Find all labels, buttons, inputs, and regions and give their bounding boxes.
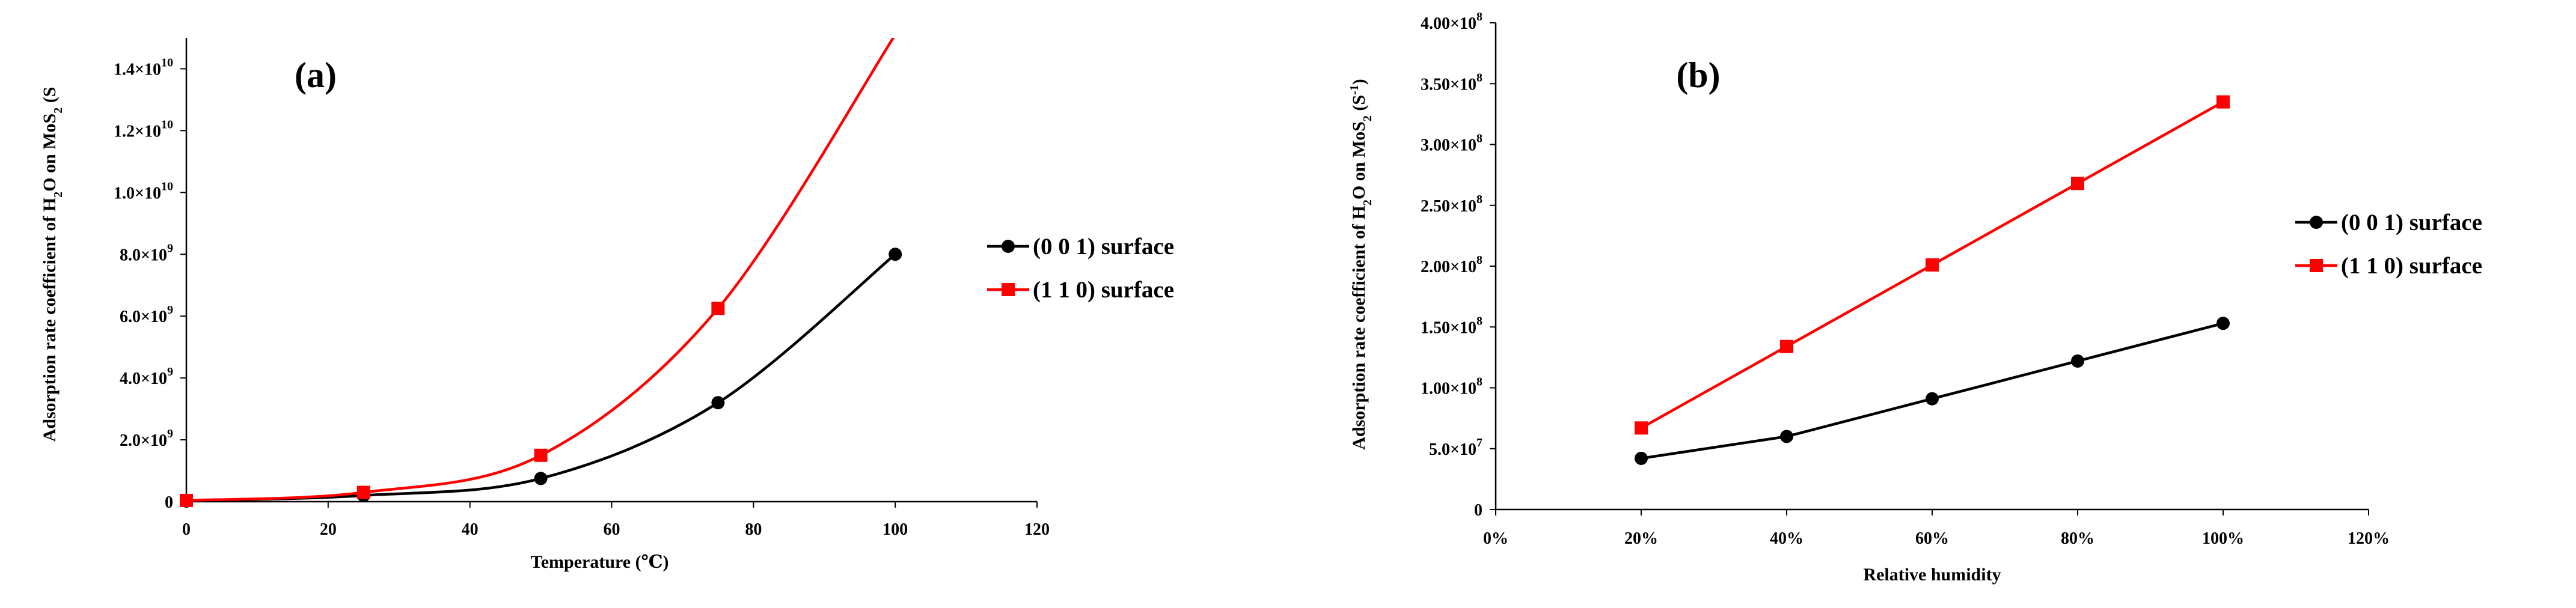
legend-item-0-0-1-surface: (0 0 1) surface [987,234,1174,260]
data-point [1926,258,1939,272]
series-line [186,253,896,503]
chart-panel-a: 0 20 40 60 80 100 120 0 2.0×109 4.0×109 6.0×109 8.0… [40,38,1174,572]
series-1-1-0-surface [180,38,895,507]
x-tick-label: 20% [1624,529,1658,548]
x-tick-label: 60 [604,520,620,539]
x-tick-label: 80 [745,520,762,539]
data-point [711,396,725,410]
y-tick-label: 1.0×1010 [114,180,173,202]
data-point [534,472,548,485]
data-point [711,302,725,315]
y-tick-label: 1.2×1010 [114,118,173,141]
x-tick-label: 20 [320,520,337,539]
legend-item-1-1-0-surface: (1 1 0) surface [987,277,1174,303]
y-tick-label: 3.50×108 [1421,71,1482,94]
data-point [2217,95,2230,109]
y-axis-title: Adsorption rate coefficient of H2O on Mo… [1348,79,1374,449]
series-line [1641,321,2224,460]
y-tick-label: 6.0×109 [120,303,173,326]
legend-item-1-1-0-surface: (1 1 0) surface [2295,253,2482,279]
data-point [1926,392,1939,406]
series-line [186,38,895,502]
legend-label: (1 1 0) surface [1033,277,1174,303]
legend: (0 0 1) surface (1 1 0) surface [2295,210,2482,279]
legend-label: (0 0 1) surface [2341,210,2482,236]
legend-marker [1002,240,1015,253]
y-tick-label: 4.0×109 [120,365,173,388]
data-point [2217,317,2230,330]
x-tick-label: 100 [883,520,908,539]
data-point [889,248,902,261]
x-tick-label: 40% [1770,529,1804,548]
y-tick-label: 0 [165,493,173,512]
legend: (0 0 1) surface (1 1 0) surface [987,234,1174,303]
y-tick-label: 2.00×108 [1421,254,1482,276]
y-tick-label: 5.0×107 [1429,436,1482,459]
panel-label: (a) [295,55,337,95]
series-0-0-1-surface [1635,317,2230,465]
legend-marker [2310,259,2323,272]
y-tick-label: 1.00×108 [1421,375,1482,398]
data-point [534,448,548,462]
x-tick-label: 120 [1024,520,1050,539]
legend-item-0-0-1-surface: (0 0 1) surface [2295,210,2482,236]
data-point [1635,451,1648,465]
legend-label: (1 1 0) surface [2341,253,2482,279]
x-axis-title: Temperature (℃) [530,552,668,572]
data-point [356,485,370,499]
data-point [1780,430,1793,443]
y-axis-title: Adsorption rate coefficient of H2O on Mo… [40,87,65,442]
x-tick-label: 100% [2202,529,2244,548]
y-tick-label: 0 [1474,501,1482,520]
y-tick-label: 1.50×108 [1421,314,1482,337]
y-tick-label: 8.0×109 [120,242,173,264]
y-tick-label: 2.0×109 [120,427,173,450]
series-0-0-1-surface [180,248,902,508]
legend-marker [2310,216,2323,229]
x-tick-label: 40 [462,520,479,539]
x-tick-label: 60% [1915,529,1949,548]
data-point [2071,177,2084,190]
data-point [2071,354,2084,368]
legend-marker [1002,283,1015,296]
series-1-1-0-surface [1635,95,2230,435]
data-point [1780,339,1793,353]
y-tick-label: 1.4×1010 [114,56,173,79]
chart-panel-b: 0% 20% 40% 60% 80% 100% 120% 0 5.0×107 1.00×108 1.… [1348,10,2482,585]
panel-label: (b) [1676,55,1720,95]
legend-label: (0 0 1) surface [1033,234,1174,260]
data-point [180,493,193,507]
y-tick-label: 3.00×108 [1421,132,1482,155]
x-tick-label: 80% [2061,529,2094,548]
y-tick-label: 2.50×108 [1421,193,1482,216]
x-tick-label: 120% [2348,529,2390,548]
data-point [1635,421,1648,435]
x-axis-title: Relative humidity [1863,565,2001,585]
x-tick-label: 0 [182,520,191,539]
y-tick-label: 4.00×108 [1421,10,1482,33]
x-tick-label: 0% [1483,529,1508,548]
